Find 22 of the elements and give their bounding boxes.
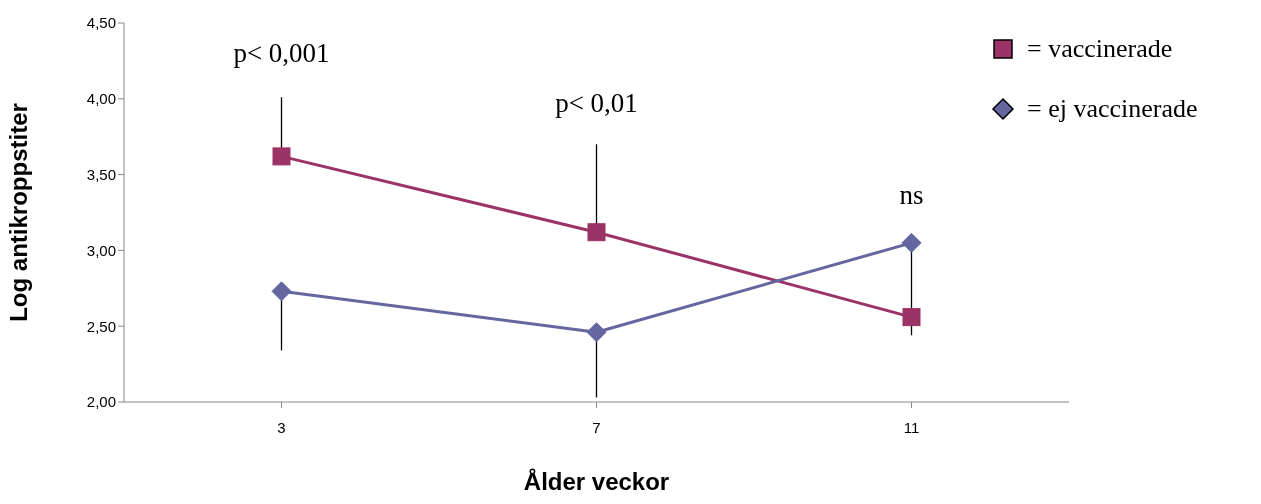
y-tick-label: 2,00 bbox=[86, 393, 116, 411]
annotation: ns bbox=[898, 180, 925, 210]
x-tick-label: 11 bbox=[903, 418, 920, 436]
y-tick-label: 2,50 bbox=[86, 317, 116, 335]
legend-label: = vaccinerade bbox=[1027, 34, 1173, 64]
y-tick-label: 4,00 bbox=[86, 90, 116, 108]
point bbox=[271, 281, 292, 302]
x-tick-label: 7 bbox=[592, 418, 601, 436]
annotation: p< 0,001 bbox=[232, 38, 331, 68]
x-tick-label: 3 bbox=[277, 418, 286, 436]
annotation: p< 0,01 bbox=[554, 88, 639, 118]
y-axis-title: Log antikroppstiter bbox=[4, 103, 32, 322]
point bbox=[901, 232, 922, 253]
y-tick-label: 3,50 bbox=[86, 165, 116, 183]
y-tick-label: 3,00 bbox=[86, 241, 116, 259]
point bbox=[586, 322, 607, 343]
point bbox=[902, 308, 921, 327]
point bbox=[272, 147, 291, 166]
point bbox=[587, 223, 606, 242]
legend-label: = ej vaccinerade bbox=[1027, 94, 1198, 124]
x-axis-title: Ålder veckor bbox=[523, 468, 670, 495]
y-tick-label: 4,50 bbox=[86, 14, 116, 32]
